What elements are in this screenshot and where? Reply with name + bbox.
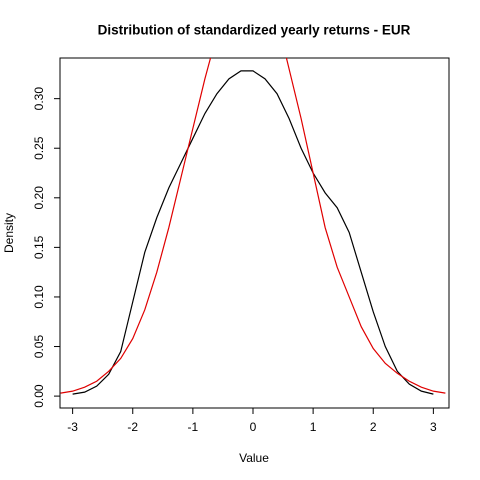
chart-title: Distribution of standardized yearly retu…: [98, 23, 411, 38]
y-tick-label: 0.20: [32, 186, 46, 210]
x-axis-title: Value: [239, 451, 269, 465]
x-tick-label: -2: [127, 420, 138, 434]
x-tick-label: 3: [430, 420, 437, 434]
density-line: [72, 70, 434, 395]
x-tick-label: 1: [310, 420, 317, 434]
y-tick-label: 0.10: [32, 285, 46, 309]
x-tick-label: -1: [188, 420, 199, 434]
density-line: [60, 58, 446, 394]
y-axis-title: Density: [2, 213, 16, 253]
x-tick-label: -3: [67, 420, 78, 434]
x-tick-label: 0: [250, 420, 257, 434]
y-tick-label: 0.05: [32, 335, 46, 359]
x-tick-label: 2: [370, 420, 377, 434]
y-tick-label: 0.15: [32, 235, 46, 259]
plot-box: [59, 57, 450, 409]
y-tick-label: 0.30: [32, 87, 46, 111]
y-tick-label: 0.00: [32, 384, 46, 408]
y-tick-label: 0.25: [32, 136, 46, 160]
